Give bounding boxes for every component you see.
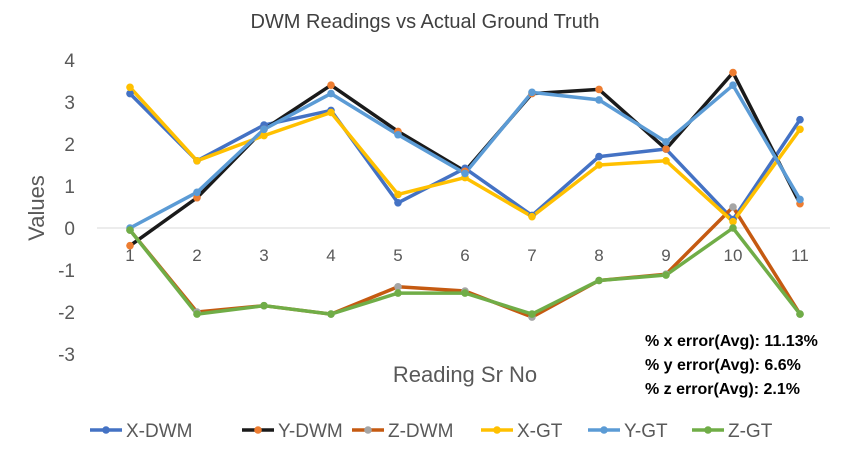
y-tick-label: -3 [58, 345, 75, 366]
legend-swatch-marker [600, 426, 608, 434]
data-point-x-dwm [126, 89, 134, 98]
legend-swatch-marker [102, 426, 110, 434]
data-point-x-gt [662, 157, 670, 165]
x-tick-labels: 1 2 3 4 5 6 7 8 9 10 11 [125, 246, 809, 265]
data-point-z-dwm [729, 203, 737, 211]
data-point-z-gt [528, 310, 536, 318]
data-point-z-gt [662, 271, 670, 279]
legend-label: Y-GT [624, 421, 668, 442]
data-point-x-gt [528, 212, 536, 221]
data-point-y-gt [461, 169, 469, 178]
x-tick-label: 2 [192, 246, 201, 265]
x-tick-label: 5 [393, 246, 402, 265]
x-axis-label: Reading Sr No [393, 362, 537, 387]
legend-swatch-marker [704, 426, 712, 434]
series-line-x-gt [128, 86, 802, 224]
data-point-y-gt [528, 88, 536, 97]
x-tick-label: 7 [527, 246, 536, 265]
data-point-x-gt [126, 83, 134, 92]
data-point-x-dwm [394, 199, 402, 207]
data-point-y-gt [729, 81, 737, 89]
data-point-x-gt [729, 217, 737, 226]
x-tick-label: 6 [460, 246, 469, 265]
data-point-y-gt [662, 138, 670, 146]
data-point-z-dwm [394, 283, 402, 291]
x-tick-label: 8 [594, 246, 603, 265]
y-axis-label: Values [24, 175, 49, 241]
data-point-y-dwm [729, 68, 737, 77]
chart-title: DWM Readings vs Actual Ground Truth [250, 11, 599, 33]
annotation-y-error: % y error(Avg): 6.6% [645, 357, 801, 374]
x-tick-label: 3 [259, 246, 268, 265]
data-point-y-gt [260, 125, 268, 134]
y-tick-label: 3 [64, 93, 75, 114]
data-point-z-gt [729, 224, 737, 232]
annotation-z-error: % z error(Avg): 2.1% [645, 381, 800, 398]
data-point-z-gt [327, 310, 335, 318]
data-point-z-gt [394, 289, 402, 297]
series-lines [128, 70, 802, 319]
y-tick-label: -2 [58, 303, 75, 324]
data-point-x-gt [260, 131, 268, 140]
y-tick-labels: -3 -2 -1 0 1 2 3 4 [58, 51, 75, 366]
data-point-x-dwm [796, 115, 804, 124]
y-tick-label: 2 [64, 135, 75, 156]
x-tick-label: 10 [724, 246, 743, 265]
x-tick-label: 11 [791, 246, 809, 265]
legend: X-DWM Y-DWM Z-DWM X-GT Y-GT Z-GT [90, 421, 773, 442]
series-line-y-gt [129, 83, 802, 230]
data-point-z-gt [260, 301, 268, 310]
data-point-x-gt [394, 190, 402, 199]
data-point-y-gt [595, 96, 603, 104]
data-point-x-dwm [595, 152, 603, 161]
y-tick-label: -1 [58, 261, 75, 282]
annotation-x-error: % x error(Avg): 11.13% [645, 333, 818, 350]
data-point-y-dwm [126, 241, 134, 250]
data-point-y-gt [327, 89, 335, 98]
data-point-x-gt [193, 157, 201, 165]
data-point-z-gt [796, 310, 804, 318]
legend-label: Y-DWM [278, 421, 343, 442]
data-point-y-dwm [193, 193, 201, 202]
data-point-z-gt [126, 226, 134, 234]
y-tick-label: 0 [64, 219, 75, 240]
legend-swatch-marker [493, 426, 501, 434]
legend-label: Z-DWM [388, 421, 453, 442]
error-annotations: % x error(Avg): 11.13% % y error(Avg): 6… [645, 333, 818, 398]
data-point-x-gt [796, 125, 804, 134]
x-tick-label: 1 [125, 246, 134, 265]
y-tick-label: 1 [64, 177, 75, 198]
data-point-y-gt [394, 130, 402, 139]
x-tick-label: 9 [661, 246, 670, 265]
legend-label: X-GT [517, 421, 563, 442]
data-point-y-dwm [327, 81, 335, 89]
data-point-z-gt [193, 310, 201, 318]
data-point-y-gt [193, 188, 201, 197]
data-point-x-gt [327, 108, 335, 117]
legend-swatch-marker [254, 426, 262, 434]
legend-label: Z-GT [728, 421, 773, 442]
data-point-x-gt [595, 161, 603, 169]
legend-swatch-marker [364, 426, 372, 434]
data-point-y-dwm [595, 85, 603, 94]
legend-label: X-DWM [126, 421, 192, 442]
data-point-y-dwm [662, 145, 670, 153]
data-point-y-gt [796, 195, 804, 204]
x-tick-label: 4 [326, 246, 335, 265]
data-point-z-gt [461, 289, 469, 297]
series-points [126, 68, 804, 321]
data-point-z-gt [595, 276, 603, 285]
y-tick-label: 4 [64, 51, 75, 72]
